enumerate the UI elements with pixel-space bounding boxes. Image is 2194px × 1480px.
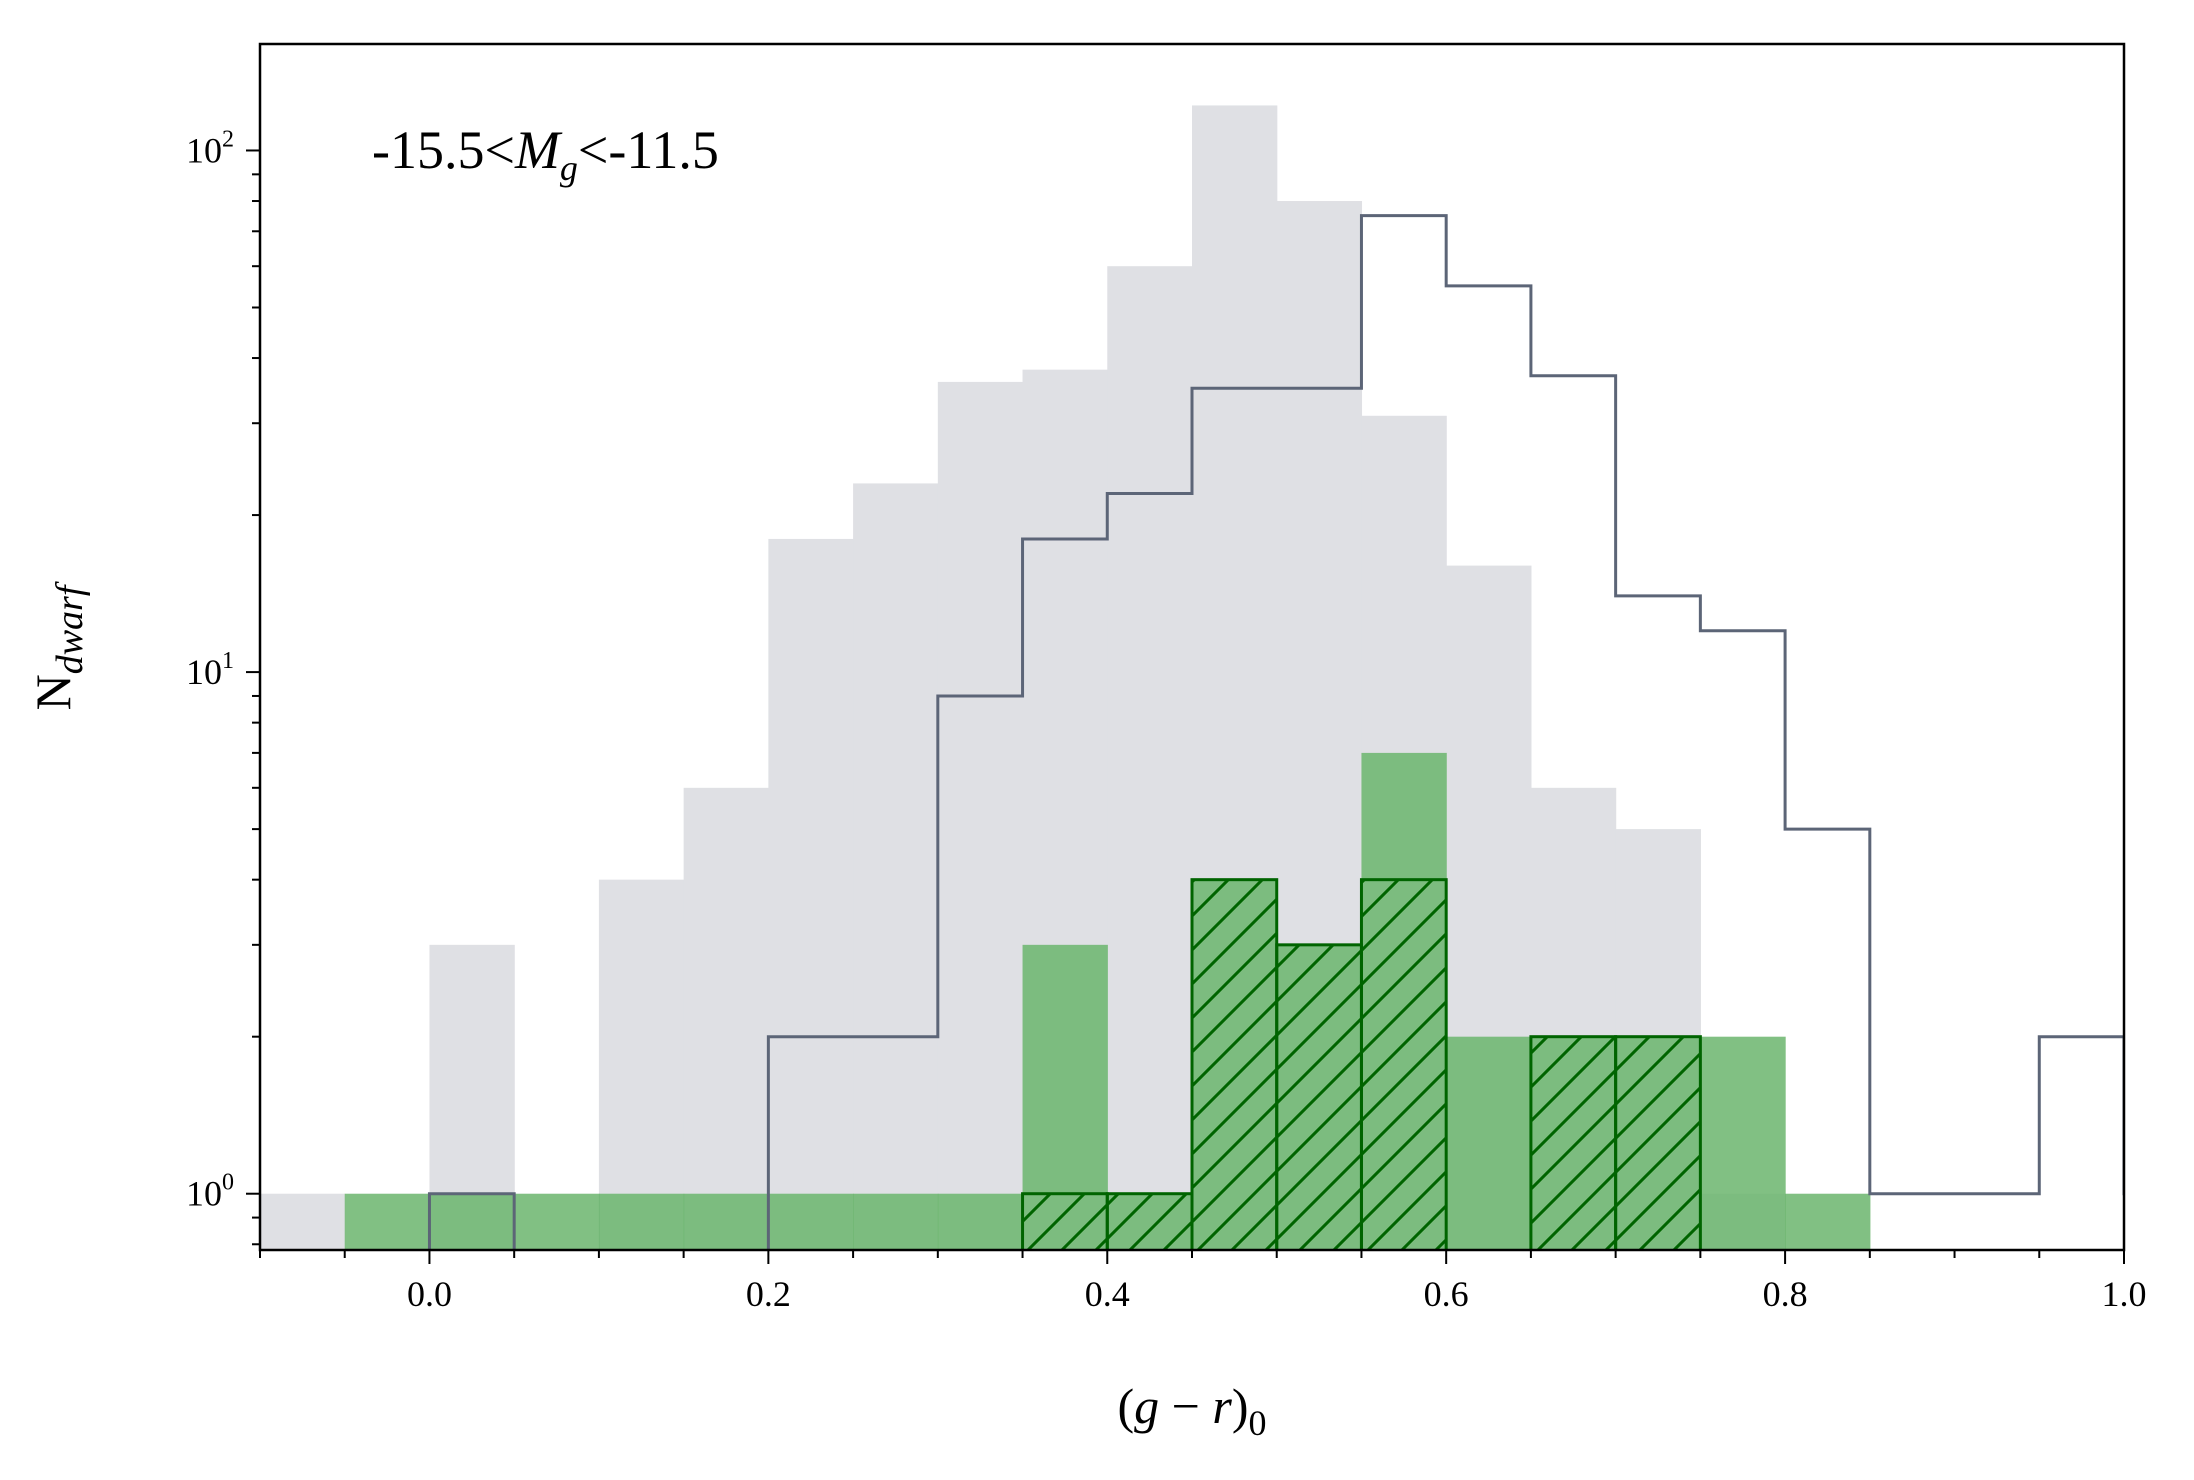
hatched-bar	[1529, 1035, 1618, 1250]
x-axis-title: (g − r)0	[1118, 1378, 1267, 1443]
bar	[1700, 1036, 1786, 1250]
bar	[937, 1193, 1024, 1250]
ticks-layer: 0.0 0.2 0.4 0.6 0.8 1.0 100 101 102	[186, 126, 2147, 1314]
series-3-hatched	[1021, 878, 1702, 1250]
x-tick-label: 0.6	[1424, 1274, 1469, 1314]
y-tick-label: 100	[186, 1170, 234, 1214]
bar	[683, 1193, 769, 1250]
hatched-bar	[1614, 1035, 1702, 1250]
y-axis-title: Ndwarf	[25, 581, 91, 710]
x-tick-label: 0.0	[407, 1274, 452, 1314]
bar	[1107, 266, 1193, 1250]
bar	[683, 787, 769, 1250]
magnitude-range-annotation: -15.5<Mg<-11.5	[372, 120, 719, 188]
x-tick-label: 1.0	[2102, 1274, 2147, 1314]
bar	[260, 1193, 346, 1250]
bar	[768, 1193, 854, 1250]
hatched-bar	[1105, 1192, 1194, 1250]
bar	[598, 1193, 685, 1250]
hatched-bar	[1359, 878, 1448, 1250]
bar	[1785, 1193, 1871, 1250]
bar	[598, 879, 685, 1250]
y-tick-label: 102	[186, 126, 234, 170]
bar	[853, 483, 939, 1250]
series-layer	[260, 105, 2124, 1250]
step-outline	[427, 214, 2124, 1250]
bar	[853, 1193, 939, 1250]
bar	[768, 538, 854, 1250]
bar	[937, 381, 1024, 1250]
hatched-bar	[1190, 878, 1279, 1250]
x-tick-label: 0.8	[1763, 1274, 1808, 1314]
series-2-step	[427, 214, 2124, 1250]
bar	[1446, 1036, 1532, 1250]
x-tick-label: 0.4	[1085, 1274, 1130, 1314]
bar	[514, 1193, 600, 1250]
bar	[429, 1193, 515, 1250]
x-tick-label: 0.2	[746, 1274, 791, 1314]
y-tick-label: 101	[186, 648, 234, 692]
hatched-bar	[1275, 943, 1363, 1250]
bar	[344, 1193, 431, 1250]
